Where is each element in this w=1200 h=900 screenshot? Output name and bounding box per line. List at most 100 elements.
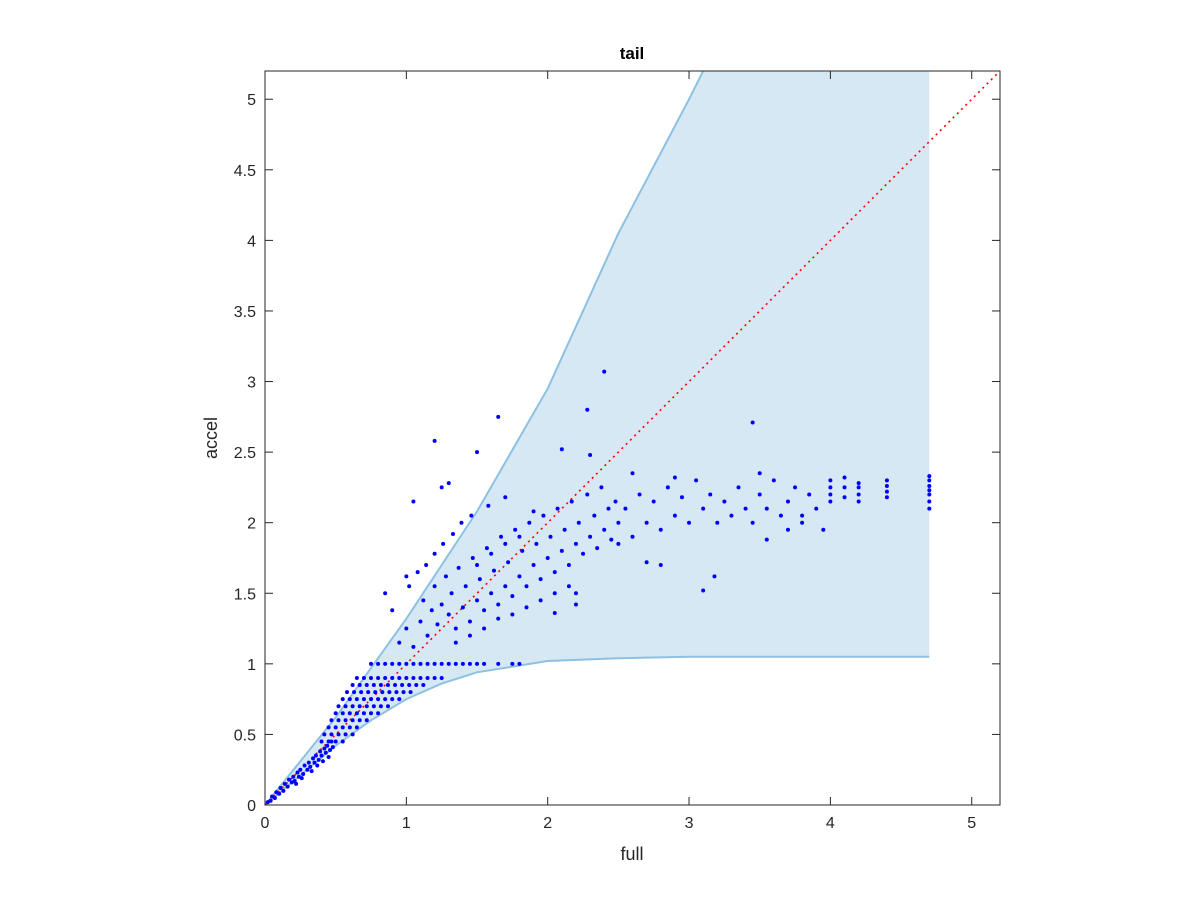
data-point	[559, 447, 564, 452]
data-point	[672, 513, 677, 518]
data-point	[453, 640, 458, 645]
data-point	[371, 683, 376, 688]
data-point	[397, 675, 402, 680]
data-point	[884, 489, 889, 494]
data-point	[482, 661, 487, 666]
data-point	[475, 661, 480, 666]
data-point	[757, 471, 762, 476]
data-point	[503, 541, 508, 546]
data-point	[489, 591, 494, 596]
data-point	[357, 718, 362, 723]
data-point	[736, 485, 741, 490]
data-point	[376, 661, 381, 666]
data-point	[585, 407, 590, 412]
data-point	[460, 661, 465, 666]
data-point	[599, 485, 604, 490]
data-point	[517, 534, 522, 539]
data-point	[350, 718, 355, 723]
data-point	[369, 697, 374, 702]
data-point	[350, 704, 355, 709]
data-point	[828, 485, 833, 490]
y-tick-label: 2.5	[234, 445, 256, 462]
data-point	[343, 732, 348, 737]
data-point	[566, 584, 571, 589]
data-point	[316, 757, 321, 762]
data-point	[482, 608, 487, 613]
data-point	[679, 495, 684, 500]
data-point	[340, 739, 345, 744]
data-point	[828, 492, 833, 497]
data-point	[418, 619, 423, 624]
data-point	[350, 683, 355, 688]
data-point	[541, 513, 546, 518]
data-point	[311, 756, 316, 761]
data-point	[347, 725, 352, 730]
data-point	[350, 732, 355, 737]
data-point	[366, 690, 371, 695]
data-point	[415, 570, 420, 575]
data-point	[411, 675, 416, 680]
data-point	[665, 485, 670, 490]
data-point	[800, 513, 805, 518]
data-point	[764, 506, 769, 511]
data-point	[326, 739, 331, 744]
data-point	[486, 503, 491, 508]
data-point	[325, 743, 330, 748]
data-point	[491, 568, 496, 573]
data-point	[496, 602, 501, 607]
data-point	[390, 608, 395, 613]
reference-line	[264, 70, 1001, 806]
data-point	[828, 478, 833, 483]
data-point	[499, 534, 504, 539]
data-point	[439, 675, 444, 680]
data-point	[357, 683, 362, 688]
data-point	[330, 745, 335, 750]
data-point	[272, 795, 277, 800]
data-point	[333, 725, 338, 730]
data-point	[513, 527, 518, 532]
data-point	[475, 598, 480, 603]
data-point	[450, 531, 455, 536]
data-point	[347, 711, 352, 716]
data-point	[856, 499, 861, 504]
data-point	[336, 704, 341, 709]
chart-title: tail	[620, 44, 645, 63]
data-point	[404, 675, 409, 680]
data-point	[927, 478, 932, 483]
data-point	[354, 675, 359, 680]
data-point	[524, 584, 529, 589]
data-point	[800, 520, 805, 525]
data-point	[323, 750, 328, 755]
data-point	[562, 527, 567, 532]
data-point	[884, 495, 889, 500]
data-point	[418, 675, 423, 680]
data-point	[552, 570, 557, 575]
data-point	[383, 675, 388, 680]
data-point	[404, 574, 409, 579]
data-point	[322, 746, 327, 751]
x-tick-label: 1	[402, 815, 411, 832]
data-point	[446, 661, 451, 666]
data-point	[602, 369, 607, 374]
data-point	[336, 718, 341, 723]
data-point	[566, 563, 571, 568]
data-point	[439, 661, 444, 666]
data-point	[359, 690, 364, 695]
data-point	[432, 661, 437, 666]
data-point	[411, 661, 416, 666]
y-tick-label: 0	[247, 798, 256, 815]
band-upper-edge	[264, 70, 705, 806]
data-point	[814, 506, 819, 511]
data-point	[524, 605, 529, 610]
data-point	[475, 450, 480, 455]
data-point	[404, 661, 409, 666]
data-point	[456, 565, 461, 570]
data-point	[573, 541, 578, 546]
data-point	[552, 611, 557, 616]
data-point	[687, 520, 692, 525]
data-point	[340, 725, 345, 730]
data-point	[376, 711, 381, 716]
data-point	[380, 690, 385, 695]
data-point	[548, 534, 553, 539]
